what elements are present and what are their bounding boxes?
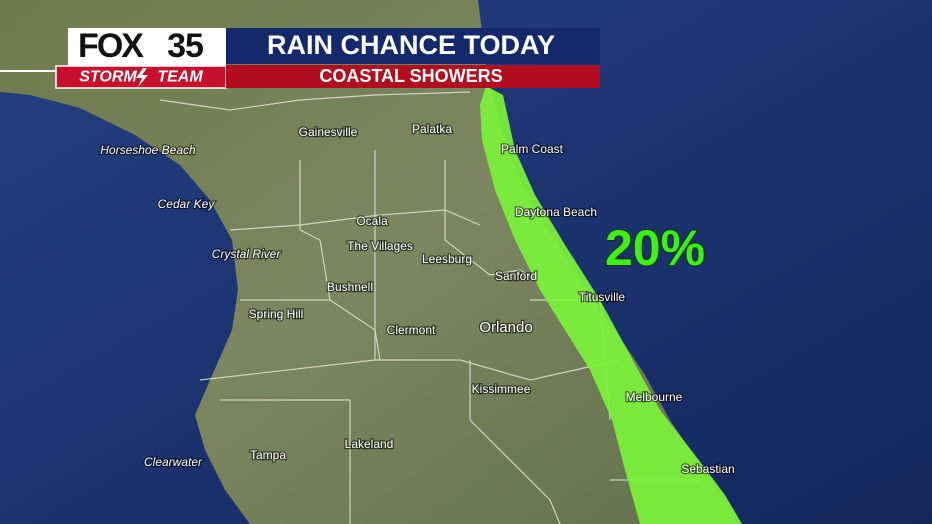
county-lines [159, 91, 700, 524]
city-label: Crystal River [212, 247, 282, 261]
logo-brand: FOX [78, 27, 144, 65]
city-label: Sebastian [681, 462, 734, 476]
city-label: Daytona Beach [515, 205, 597, 219]
city-label: Melbourne [626, 390, 683, 404]
city-label: The Villages [347, 239, 413, 253]
logo-team-left: STORM [79, 69, 137, 86]
header: FOX 35 STORM TEAM RAIN CHANCE TODAY COAS… [0, 27, 600, 89]
city-label: Ocala [356, 214, 388, 228]
city-label: Titusville [579, 290, 626, 304]
city-label: Orlando [479, 319, 532, 336]
logo-box [68, 28, 226, 66]
city-label: Spring Hill [249, 307, 304, 321]
city-label: Leesburg [422, 252, 472, 266]
city-label: Cedar Key [158, 197, 216, 211]
city-label: Kissimmee [472, 382, 531, 396]
city-label: Sanford [495, 269, 537, 283]
logo-team-right: TEAM [157, 69, 203, 86]
rain-area [480, 86, 742, 524]
subtitle-band [226, 65, 600, 88]
rain-chance: 20% [605, 220, 705, 276]
city-labels: Gainesville Palatka Palm Coast Horseshoe… [99, 121, 736, 478]
city-label: Tampa [250, 448, 286, 462]
land [0, 0, 738, 524]
subtitle: COASTAL SHOWERS [319, 66, 502, 86]
title-band [226, 28, 600, 64]
city-label: Horseshoe Beach [100, 143, 196, 157]
city-label: Lakeland [345, 437, 394, 451]
title: RAIN CHANCE TODAY [267, 30, 555, 60]
city-label: Clearwater [144, 455, 203, 469]
city-label: Gainesville [299, 125, 358, 139]
city-label: Palatka [412, 122, 452, 136]
city-label: Bushnell [327, 280, 373, 294]
city-label: Clermont [387, 323, 436, 337]
city-label: Palm Coast [501, 142, 564, 156]
logo-channel: 35 [167, 27, 203, 65]
bolt-icon [136, 68, 148, 87]
